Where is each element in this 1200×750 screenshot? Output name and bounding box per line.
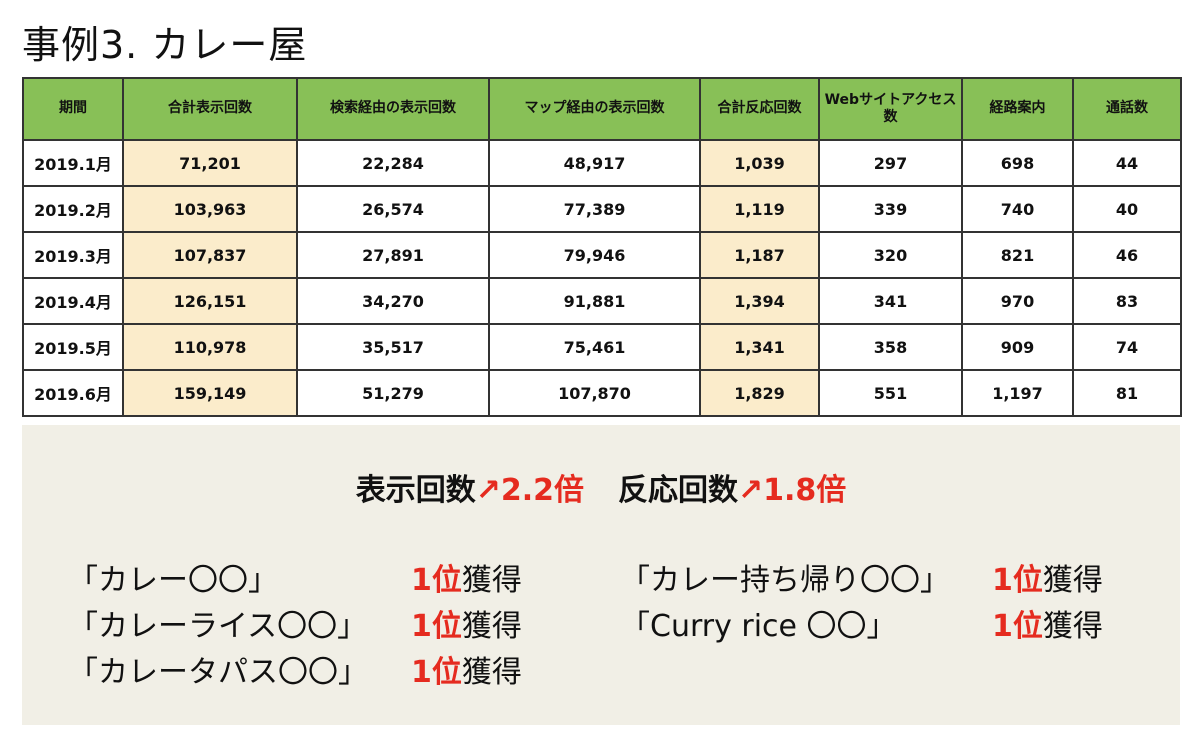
summary-panel: 表示回数↗2.2倍 反応回数↗1.8倍 「カレー〇〇」 1位獲得 「カレーライス〇〇… [22, 425, 1180, 725]
ranking-item: 「カレータパス〇〇」 1位獲得 [68, 647, 522, 691]
cell-web-access: 320 [818, 231, 963, 279]
cell-period: 2019.2月 [22, 185, 124, 233]
cell-search-views: 51,279 [296, 369, 490, 417]
cell-calls: 74 [1072, 323, 1182, 371]
header-calls: 通話数 [1072, 77, 1182, 141]
ranking-keyword: 「カレータパス〇〇」 [68, 655, 368, 690]
cell-map-views: 77,389 [488, 185, 701, 233]
display-count-label: 表示回数 [355, 473, 476, 508]
cell-directions: 970 [961, 277, 1074, 325]
table-row: 2019.1月 71,201 22,284 48,917 1,039 297 6… [22, 139, 1182, 187]
ranking-suffix: 獲得 [1042, 563, 1103, 598]
cell-calls: 83 [1072, 277, 1182, 325]
cell-search-views: 35,517 [296, 323, 490, 371]
table-row: 2019.2月 103,963 26,574 77,389 1,119 339 … [22, 185, 1182, 233]
header-total-reactions: 合計反応回数 [699, 77, 820, 141]
table-row: 2019.3月 107,837 27,891 79,946 1,187 320 … [22, 231, 1182, 279]
ranking-keyword: 「カレー持ち帰り〇〇」 [620, 563, 950, 598]
header-web-access: Webサイトアクセス数 [818, 77, 963, 141]
reaction-count-label: 反応回数 [618, 473, 738, 508]
header-search-views: 検索経由の表示回数 [296, 77, 490, 141]
reaction-count-multiplier: 1.8倍 [763, 473, 847, 508]
cell-web-access: 341 [818, 277, 963, 325]
cell-total-views: 107,837 [122, 231, 298, 279]
table-row: 2019.5月 110,978 35,517 75,461 1,341 358 … [22, 323, 1182, 371]
cell-total-views: 159,149 [122, 369, 298, 417]
ranking-keyword: 「カレー〇〇」 [68, 563, 278, 598]
cell-calls: 44 [1072, 139, 1182, 187]
ranking-keyword: 「カレーライス〇〇」 [68, 609, 368, 644]
ranking-suffix: 獲得 [461, 563, 522, 598]
cell-total-views: 126,151 [122, 277, 298, 325]
page-title: 事例3. カレー屋 [22, 23, 308, 67]
cell-calls: 46 [1072, 231, 1182, 279]
cell-total-reactions: 1,829 [699, 369, 820, 417]
table-row: 2019.6月 159,149 51,279 107,870 1,829 551… [22, 369, 1182, 417]
cell-total-reactions: 1,341 [699, 323, 820, 371]
cell-total-views: 103,963 [122, 185, 298, 233]
display-count-multiplier: 2.2倍 [500, 473, 584, 508]
ranking-item: 「カレー持ち帰り〇〇」 1位獲得 [620, 555, 1103, 599]
ranking-position: 1位 [411, 609, 462, 644]
header-period: 期間 [22, 77, 124, 141]
cell-directions: 821 [961, 231, 1074, 279]
cell-search-views: 26,574 [296, 185, 490, 233]
cell-total-reactions: 1,394 [699, 277, 820, 325]
up-arrow-icon: ↗ [738, 473, 764, 508]
cell-map-views: 107,870 [488, 369, 701, 417]
header-map-views: マップ経由の表示回数 [488, 77, 701, 141]
cell-search-views: 27,891 [296, 231, 490, 279]
ranking-position: 1位 [411, 563, 462, 598]
cell-map-views: 48,917 [488, 139, 701, 187]
cell-web-access: 358 [818, 323, 963, 371]
cell-total-reactions: 1,187 [699, 231, 820, 279]
cell-web-access: 339 [818, 185, 963, 233]
cell-period: 2019.3月 [22, 231, 124, 279]
cell-directions: 1,197 [961, 369, 1074, 417]
ranking-suffix: 獲得 [1042, 609, 1103, 644]
cell-calls: 81 [1072, 369, 1182, 417]
ranking-position: 1位 [992, 563, 1043, 598]
ranking-position: 1位 [992, 609, 1043, 644]
ranking-item: 「Curry rice 〇〇」 1位獲得 [620, 601, 1103, 645]
table-row: 2019.4月 126,151 34,270 91,881 1,394 341 … [22, 277, 1182, 325]
cell-total-views: 71,201 [122, 139, 298, 187]
header-total-views: 合計表示回数 [122, 77, 298, 141]
cell-total-reactions: 1,119 [699, 185, 820, 233]
stats-table: 期間 合計表示回数 検索経由の表示回数 マップ経由の表示回数 合計反応回数 We… [22, 77, 1182, 417]
cell-search-views: 34,270 [296, 277, 490, 325]
cell-total-views: 110,978 [122, 323, 298, 371]
cell-web-access: 551 [818, 369, 963, 417]
cell-directions: 909 [961, 323, 1074, 371]
cell-period: 2019.4月 [22, 277, 124, 325]
up-arrow-icon: ↗ [475, 473, 501, 508]
header-directions: 経路案内 [961, 77, 1074, 141]
ranking-item: 「カレーライス〇〇」 1位獲得 [68, 601, 522, 645]
ranking-keyword: 「Curry rice 〇〇」 [620, 609, 897, 644]
cell-map-views: 91,881 [488, 277, 701, 325]
ranking-suffix: 獲得 [461, 655, 522, 690]
ranking-position: 1位 [411, 655, 462, 690]
cell-directions: 740 [961, 185, 1074, 233]
ranking-suffix: 獲得 [461, 609, 522, 644]
cell-web-access: 297 [818, 139, 963, 187]
growth-summary: 表示回数↗2.2倍 反応回数↗1.8倍 [22, 465, 1180, 509]
ranking-item: 「カレー〇〇」 1位獲得 [68, 555, 522, 599]
cell-period: 2019.6月 [22, 369, 124, 417]
cell-search-views: 22,284 [296, 139, 490, 187]
cell-calls: 40 [1072, 185, 1182, 233]
cell-total-reactions: 1,039 [699, 139, 820, 187]
table-header-row: 期間 合計表示回数 検索経由の表示回数 マップ経由の表示回数 合計反応回数 We… [22, 77, 1182, 141]
cell-map-views: 75,461 [488, 323, 701, 371]
cell-period: 2019.1月 [22, 139, 124, 187]
cell-map-views: 79,946 [488, 231, 701, 279]
cell-period: 2019.5月 [22, 323, 124, 371]
cell-directions: 698 [961, 139, 1074, 187]
